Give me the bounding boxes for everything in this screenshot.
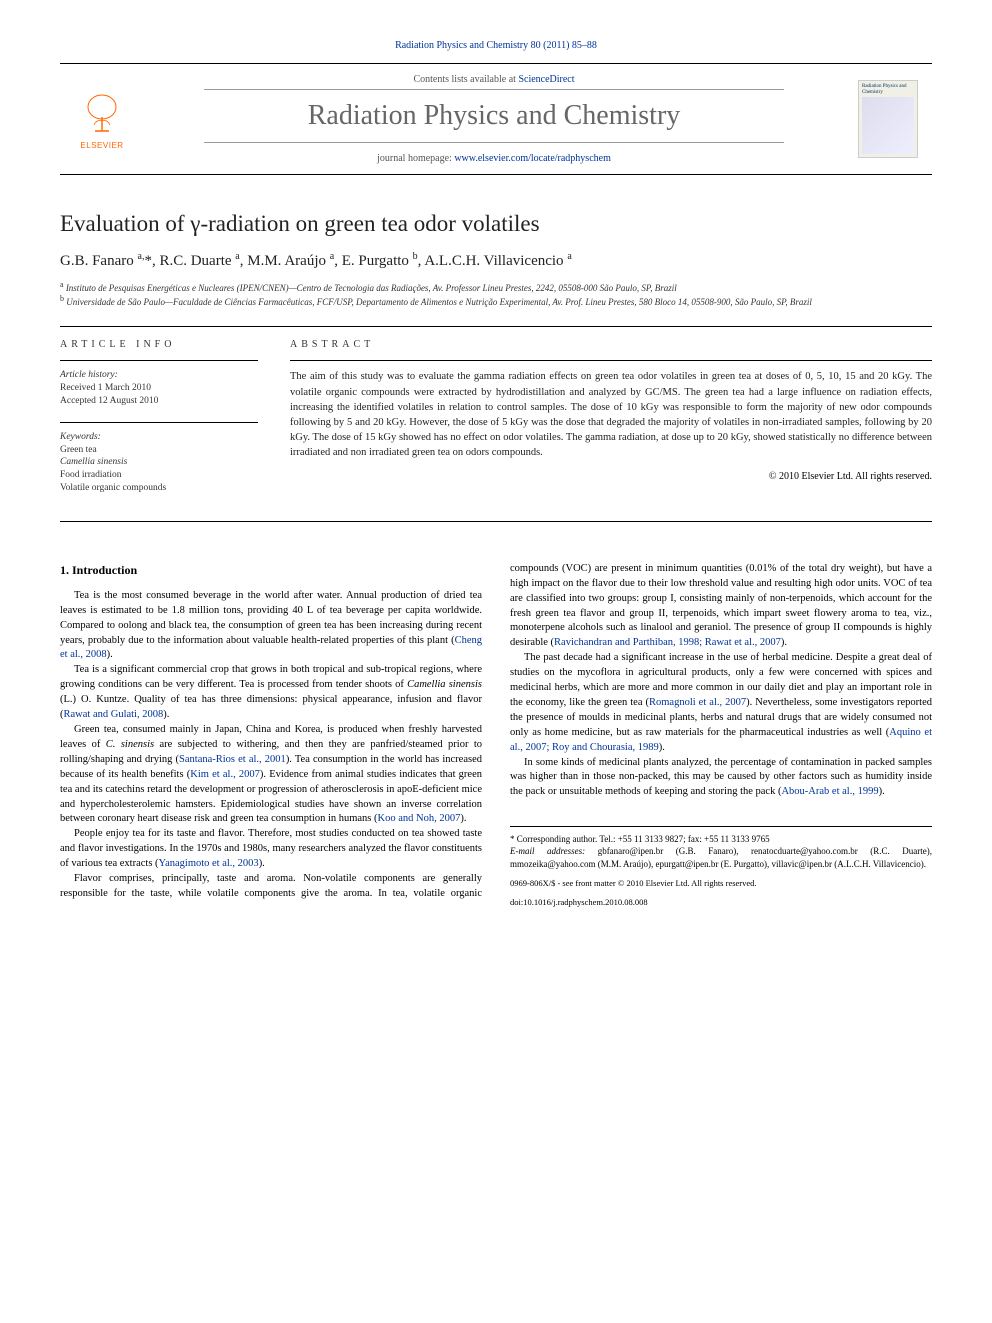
body-paragraph: Green tea, consumed mainly in Japan, Chi… xyxy=(60,723,482,827)
authors-line: G.B. Fanaro a,*, R.C. Duarte a, M.M. Ara… xyxy=(60,251,932,270)
elsevier-logo: ELSEVIER xyxy=(74,87,130,151)
journal-cover-thumbnail: Radiation Physics and Chemistry xyxy=(858,80,918,158)
running-head-citation: Radiation Physics and Chemistry 80 (2011… xyxy=(60,40,932,51)
email-addresses: E-mail addresses: gbfanaro@ipen.br (G.B.… xyxy=(510,845,932,869)
elsevier-tree-icon xyxy=(77,89,127,139)
body-paragraph: In some kinds of medicinal plants analyz… xyxy=(510,756,932,801)
article-info-label: ARTICLE INFO xyxy=(60,339,258,350)
abstract-label: ABSTRACT xyxy=(290,339,932,350)
accepted-line: Accepted 12 August 2010 xyxy=(60,395,258,408)
body-paragraph: Tea is a significant commercial crop tha… xyxy=(60,663,482,723)
journal-homepage-line: journal homepage: www.elsevier.com/locat… xyxy=(144,153,844,164)
cover-thumb-title: Radiation Physics and Chemistry xyxy=(862,84,914,95)
journal-name: Radiation Physics and Chemistry xyxy=(144,100,844,132)
abstract-rule xyxy=(290,360,932,361)
info-abstract-row: ARTICLE INFO Article history: Received 1… xyxy=(60,326,932,522)
banner-center: Contents lists available at ScienceDirec… xyxy=(144,74,844,164)
cover-thumb-image xyxy=(862,97,914,154)
affiliations: a Instituto de Pesquisas Energéticas e N… xyxy=(60,280,932,308)
doi-line: doi:10.1016/j.radphyschem.2010.08.008 xyxy=(510,897,932,908)
corresponding-line: * Corresponding author. Tel.: +55 11 313… xyxy=(510,833,932,845)
article-title: Evaluation of γ-radiation on green tea o… xyxy=(60,211,932,237)
keyword-item: Food irradiation xyxy=(60,469,258,482)
sciencedirect-link[interactable]: ScienceDirect xyxy=(518,74,574,85)
journal-homepage-link[interactable]: www.elsevier.com/locate/radphyschem xyxy=(454,153,611,164)
section-heading-introduction: 1. Introduction xyxy=(60,562,482,579)
keyword-item: Volatile organic compounds xyxy=(60,482,258,495)
banner-rule-top xyxy=(204,89,784,90)
banner-rule-bottom xyxy=(204,142,784,143)
abstract-copyright: © 2010 Elsevier Ltd. All rights reserved… xyxy=(290,471,932,482)
keywords-block: Keywords: Green teaCamellia sinensisFood… xyxy=(60,431,258,495)
contents-available-line: Contents lists available at ScienceDirec… xyxy=(144,74,844,85)
info-rule-2 xyxy=(60,422,258,423)
body-paragraph: People enjoy tea for its taste and flavo… xyxy=(60,827,482,872)
corresponding-author-footnote: * Corresponding author. Tel.: +55 11 313… xyxy=(510,826,932,908)
body-paragraph: The past decade had a significant increa… xyxy=(510,651,932,755)
abstract-text: The aim of this study was to evaluate th… xyxy=(290,369,932,460)
body-two-columns: 1. Introduction Tea is the most consumed… xyxy=(60,562,932,909)
keyword-item: Green tea xyxy=(60,444,258,457)
elsevier-label: ELSEVIER xyxy=(80,141,123,150)
body-paragraph: Tea is the most consumed beverage in the… xyxy=(60,589,482,664)
keywords-label: Keywords: xyxy=(60,431,258,444)
contents-prefix: Contents lists available at xyxy=(413,74,518,85)
homepage-prefix: journal homepage: xyxy=(377,153,454,164)
article-history: Article history: Received 1 March 2010 A… xyxy=(60,369,258,407)
issn-line: 0969-806X/$ - see front matter © 2010 El… xyxy=(510,878,932,889)
article-info-column: ARTICLE INFO Article history: Received 1… xyxy=(60,327,270,521)
keyword-item: Camellia sinensis xyxy=(60,456,258,469)
abstract-column: ABSTRACT The aim of this study was to ev… xyxy=(270,327,932,521)
info-rule xyxy=(60,360,258,361)
email-label: E-mail addresses: xyxy=(510,846,585,856)
journal-banner: ELSEVIER Contents lists available at Sci… xyxy=(60,63,932,175)
history-label: Article history: xyxy=(60,369,258,382)
received-line: Received 1 March 2010 xyxy=(60,382,258,395)
